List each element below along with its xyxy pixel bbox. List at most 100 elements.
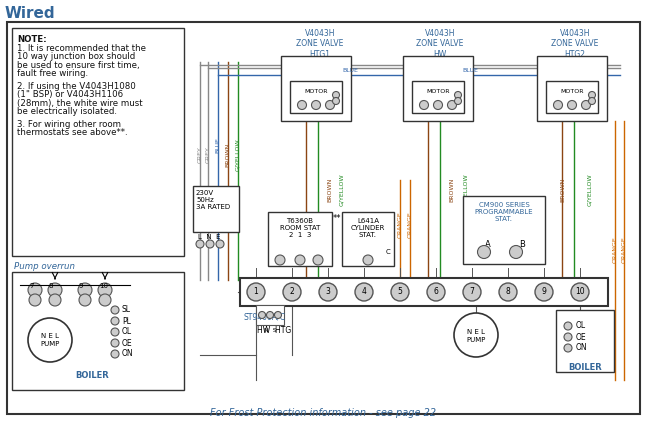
Text: 8: 8 — [49, 283, 54, 289]
Circle shape — [259, 311, 265, 319]
Circle shape — [363, 255, 373, 265]
Text: B: B — [519, 240, 525, 249]
Text: 9: 9 — [542, 287, 547, 297]
Text: CM900 SERIES
PROGRAMMABLE
STAT.: CM900 SERIES PROGRAMMABLE STAT. — [475, 202, 533, 222]
Text: G/YELLOW: G/YELLOW — [236, 139, 241, 171]
Circle shape — [247, 283, 265, 301]
Text: ORANGE: ORANGE — [622, 237, 626, 263]
Text: 4: 4 — [362, 287, 366, 297]
Circle shape — [319, 283, 337, 301]
Text: fault free wiring.: fault free wiring. — [17, 69, 88, 78]
Bar — [290, 81, 342, 113]
Circle shape — [196, 240, 204, 248]
Circle shape — [333, 97, 340, 105]
Text: A: A — [485, 240, 491, 249]
Text: T6360B
ROOM STAT
2  1  3: T6360B ROOM STAT 2 1 3 — [280, 218, 320, 238]
Circle shape — [49, 294, 61, 306]
Circle shape — [111, 339, 119, 347]
Text: V4043H
ZONE VALVE
HTG2: V4043H ZONE VALVE HTG2 — [551, 29, 598, 59]
Circle shape — [111, 306, 119, 314]
Text: N  S: N S — [264, 328, 276, 333]
Text: Pump overrun: Pump overrun — [14, 262, 75, 271]
Bar — [12, 272, 184, 390]
Circle shape — [433, 100, 443, 109]
Text: C: C — [386, 249, 390, 255]
Circle shape — [454, 97, 461, 105]
Circle shape — [567, 100, 576, 109]
Text: ORANGE: ORANGE — [397, 211, 402, 238]
Circle shape — [313, 255, 323, 265]
Circle shape — [28, 283, 42, 297]
Text: ORANGE: ORANGE — [408, 211, 413, 238]
Text: BLUE: BLUE — [462, 68, 478, 73]
Text: N E L: N E L — [467, 329, 485, 335]
Text: ST9400A/C: ST9400A/C — [244, 313, 286, 322]
Circle shape — [275, 255, 285, 265]
Text: SL: SL — [122, 306, 131, 314]
Text: PUMP: PUMP — [466, 337, 486, 343]
Text: BOILER: BOILER — [75, 371, 109, 379]
Circle shape — [29, 294, 41, 306]
Text: ON: ON — [122, 349, 134, 359]
Circle shape — [111, 317, 119, 325]
Text: 10: 10 — [575, 287, 585, 297]
Text: For Frost Protection information - see page 22: For Frost Protection information - see p… — [210, 408, 436, 418]
Text: 1. It is recommended that the: 1. It is recommended that the — [17, 43, 146, 52]
Bar — [546, 81, 598, 113]
Circle shape — [419, 100, 428, 109]
Bar — [256, 305, 284, 325]
Bar — [281, 56, 351, 121]
Text: 3: 3 — [325, 287, 331, 297]
Text: V4043H
ZONE VALVE
HTG1: V4043H ZONE VALVE HTG1 — [296, 29, 344, 59]
Bar — [240, 278, 608, 306]
Circle shape — [206, 240, 214, 248]
Circle shape — [553, 100, 562, 109]
Text: G/YELLOW: G/YELLOW — [587, 174, 593, 206]
Text: 1: 1 — [254, 287, 258, 297]
Text: 10: 10 — [99, 283, 108, 289]
Text: L  N  E: L N E — [198, 234, 221, 240]
Text: BOILER: BOILER — [568, 363, 602, 373]
Text: NOTE:: NOTE: — [17, 35, 47, 44]
Bar — [12, 28, 184, 256]
Circle shape — [571, 283, 589, 301]
Bar — [193, 186, 239, 232]
Text: OE: OE — [122, 338, 133, 347]
Bar — [342, 212, 394, 266]
Text: OL: OL — [122, 327, 132, 336]
Text: BROWN: BROWN — [560, 178, 565, 202]
Text: **: ** — [333, 214, 342, 223]
Text: (1" BSP) or V4043H1106: (1" BSP) or V4043H1106 — [17, 90, 123, 99]
Text: BLUE: BLUE — [342, 68, 358, 73]
Circle shape — [295, 255, 305, 265]
Text: Wired: Wired — [5, 5, 56, 21]
Text: BROWN: BROWN — [450, 178, 454, 202]
Circle shape — [582, 100, 591, 109]
Text: OL: OL — [576, 322, 586, 330]
Circle shape — [391, 283, 409, 301]
Text: 230V
50Hz
3A RATED: 230V 50Hz 3A RATED — [196, 190, 230, 210]
Circle shape — [564, 344, 572, 352]
Text: HW  HTG: HW HTG — [257, 326, 291, 335]
Circle shape — [535, 283, 553, 301]
Circle shape — [589, 92, 595, 98]
Circle shape — [98, 283, 112, 297]
Text: be electrically isolated.: be electrically isolated. — [17, 107, 117, 116]
Circle shape — [333, 92, 340, 98]
Circle shape — [589, 97, 595, 105]
Text: BLUE: BLUE — [215, 137, 221, 153]
Text: be used to ensure first time,: be used to ensure first time, — [17, 60, 140, 70]
Text: 8: 8 — [505, 287, 510, 297]
Bar — [537, 56, 607, 121]
Circle shape — [564, 322, 572, 330]
Circle shape — [274, 311, 281, 319]
Circle shape — [463, 283, 481, 301]
Bar — [268, 212, 332, 266]
Circle shape — [564, 333, 572, 341]
Circle shape — [48, 283, 62, 297]
Text: BROWN: BROWN — [327, 178, 333, 202]
Circle shape — [427, 283, 445, 301]
Circle shape — [298, 100, 307, 109]
Circle shape — [283, 283, 301, 301]
Text: L641A
CYLINDER
STAT.: L641A CYLINDER STAT. — [351, 218, 385, 238]
